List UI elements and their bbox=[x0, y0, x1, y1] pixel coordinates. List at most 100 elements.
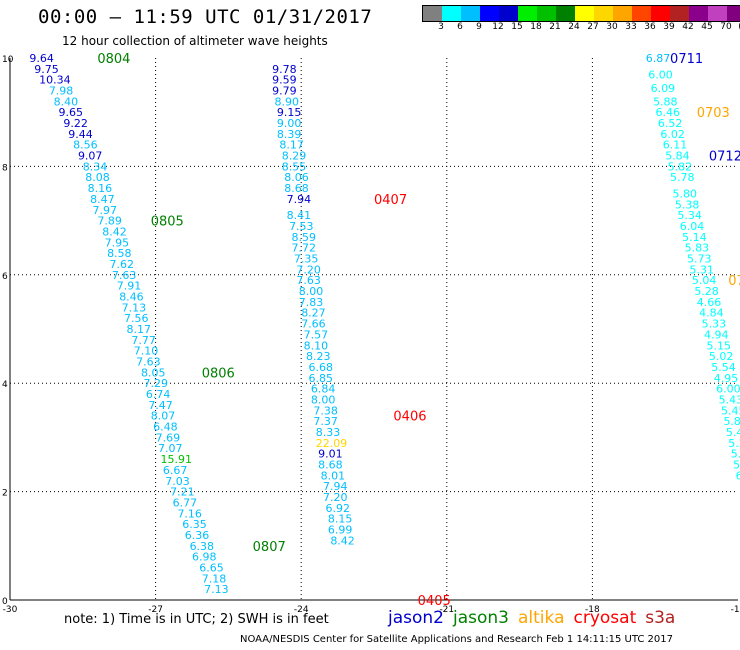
color-scale-label: 36 bbox=[644, 22, 656, 32]
x-tick-label: -30 bbox=[3, 605, 18, 615]
pass-time-label: 0712 bbox=[709, 150, 740, 165]
swh-value-label: 7.57 bbox=[304, 328, 329, 341]
legend-item-jason3: jason3 bbox=[453, 608, 509, 628]
swh-value-label: 7.63 bbox=[136, 356, 161, 369]
swh-value-label: 9.75 bbox=[34, 63, 59, 76]
swh-value-label: 5.04 bbox=[692, 274, 717, 287]
pass-time-label: 0407 bbox=[374, 193, 407, 208]
swh-value-label: 8.00 bbox=[311, 393, 336, 406]
legend-item-altika: altika bbox=[518, 608, 565, 628]
color-scale-swatch bbox=[556, 6, 575, 21]
swh-value-label: 6.52 bbox=[658, 117, 683, 130]
color-scale-label: 70 bbox=[720, 22, 732, 32]
swh-value-label: 4.66 bbox=[697, 296, 722, 309]
swh-value-label: 6.00 bbox=[648, 68, 673, 81]
swh-value-label: 7.97 bbox=[93, 204, 118, 217]
legend-item-jason2: jason2 bbox=[388, 608, 444, 628]
color-scale-swatch bbox=[670, 6, 689, 21]
pass-time-label: 0804 bbox=[97, 52, 130, 67]
swh-value-label: 7.13 bbox=[122, 301, 147, 314]
swh-value-label: 8.16 bbox=[88, 182, 113, 195]
swh-value-label: 7.47 bbox=[148, 399, 173, 412]
data-labels: 9.649.7510.347.988.409.659.229.448.569.0… bbox=[29, 52, 740, 596]
time-labels: 0804 0805 0806 0807 0407 0406 0405 0711 0703 0712… bbox=[97, 52, 740, 609]
color-scale-swatch bbox=[518, 6, 537, 21]
swh-value-label: 6.65 bbox=[199, 561, 224, 574]
color-scale-label: 15 bbox=[511, 22, 523, 32]
swh-value-label: 6.09 bbox=[651, 82, 676, 95]
swh-value-label: 9.07 bbox=[78, 150, 103, 163]
color-scale-swatch bbox=[689, 6, 708, 21]
color-scale-swatch bbox=[442, 6, 461, 21]
y-tick-label: 10 bbox=[2, 55, 14, 65]
swh-value-label: 5.84 bbox=[665, 150, 690, 163]
swh-value-label: 7.66 bbox=[301, 318, 326, 331]
swh-value-label: 8.07 bbox=[151, 410, 176, 423]
swh-value-label: 6.11 bbox=[663, 139, 688, 152]
swh-value-label: 9.78 bbox=[272, 63, 297, 76]
swh-value-label: 5.94 bbox=[733, 459, 740, 472]
x-tick-label: -21 bbox=[439, 605, 454, 615]
swh-value-label: 8.05 bbox=[141, 366, 166, 379]
swh-value-label: 8.06 bbox=[284, 171, 309, 184]
color-scale-swatch bbox=[594, 6, 613, 21]
y-tick-label: 0 bbox=[2, 597, 8, 607]
y-tick-label: 2 bbox=[2, 489, 8, 499]
pass-time-label: 0711 bbox=[670, 52, 703, 67]
color-scale-swatch bbox=[423, 6, 442, 21]
swh-value-label: 5.44 bbox=[726, 426, 740, 439]
swh-value-label: 7.69 bbox=[156, 431, 181, 444]
swh-value-label: 7.18 bbox=[202, 572, 227, 585]
swh-value-label: 8.46 bbox=[119, 290, 144, 303]
swh-value-label: 7.37 bbox=[313, 415, 338, 428]
swh-value-label: 7.53 bbox=[289, 220, 314, 233]
swh-value-label: 8.39 bbox=[277, 128, 302, 141]
swh-value-label: 7.94 bbox=[287, 193, 312, 206]
color-scale-swatch bbox=[537, 6, 556, 21]
swh-value-label: 7.35 bbox=[294, 253, 319, 266]
swh-value-label: 6.77 bbox=[173, 496, 198, 509]
swh-value-label: 5.38 bbox=[675, 198, 700, 211]
color-scale-swatch bbox=[461, 6, 480, 21]
color-scale-label: 3 bbox=[438, 22, 444, 32]
color-scale-label: 12 bbox=[492, 22, 504, 32]
swh-value-label: 5.54 bbox=[711, 361, 736, 374]
swh-value-label: 8.42 bbox=[102, 225, 127, 238]
color-scale-label: 18 bbox=[530, 22, 542, 32]
x-tick-label: -27 bbox=[148, 605, 163, 615]
swh-value-label: 7.20 bbox=[296, 263, 321, 276]
swh-value-label: 6.38 bbox=[190, 540, 215, 553]
swh-value-label: 8.55 bbox=[282, 160, 307, 173]
swh-value-label: 6.84 bbox=[311, 383, 336, 396]
swh-value-label: 7.07 bbox=[158, 442, 183, 455]
y-tick-label: 4 bbox=[2, 380, 8, 390]
color-scale-label: 9 bbox=[476, 22, 482, 32]
color-scale-label: 30 bbox=[606, 22, 618, 32]
color-scale-swatch bbox=[613, 6, 632, 21]
swh-value-label: 7.21 bbox=[170, 486, 195, 499]
swh-value-label: 4.95 bbox=[714, 372, 739, 385]
swh-value-label: 8.42 bbox=[330, 534, 355, 547]
chart-subtitle: 12 hour collection of altimeter wave hei… bbox=[62, 34, 328, 48]
swh-value-label: 5.80 bbox=[672, 188, 697, 201]
swh-value-label: 9.01 bbox=[318, 448, 343, 461]
swh-value-label: 15.91 bbox=[160, 453, 192, 466]
swh-value-label: 8.56 bbox=[73, 139, 98, 152]
swh-value-label: 5.83 bbox=[685, 242, 710, 255]
color-scale-swatch bbox=[499, 6, 518, 21]
chart-title: 00:00 – 11:59 UTC 01/31/2017 bbox=[38, 6, 373, 28]
color-scale-label: 42 bbox=[682, 22, 694, 32]
swh-value-label: 6.74 bbox=[146, 388, 171, 401]
swh-value-label: 6.35 bbox=[182, 518, 207, 531]
swh-value-label: 9.15 bbox=[277, 106, 302, 119]
tick-labels: -30 -27 -24 -21 -18 -15 0 2 4 6 8 10 bbox=[2, 55, 740, 615]
swh-value-label: 6.02 bbox=[660, 128, 685, 141]
color-scale-swatch bbox=[708, 6, 727, 21]
color-scale-label: 39 bbox=[663, 22, 675, 32]
color-scale-bar bbox=[422, 5, 740, 22]
swh-value-label: 9.64 bbox=[29, 52, 54, 65]
swh-value-label: 8.34 bbox=[83, 160, 108, 173]
swh-value-label: 6.46 bbox=[655, 106, 680, 119]
swh-value-label: 8.68 bbox=[318, 459, 343, 472]
